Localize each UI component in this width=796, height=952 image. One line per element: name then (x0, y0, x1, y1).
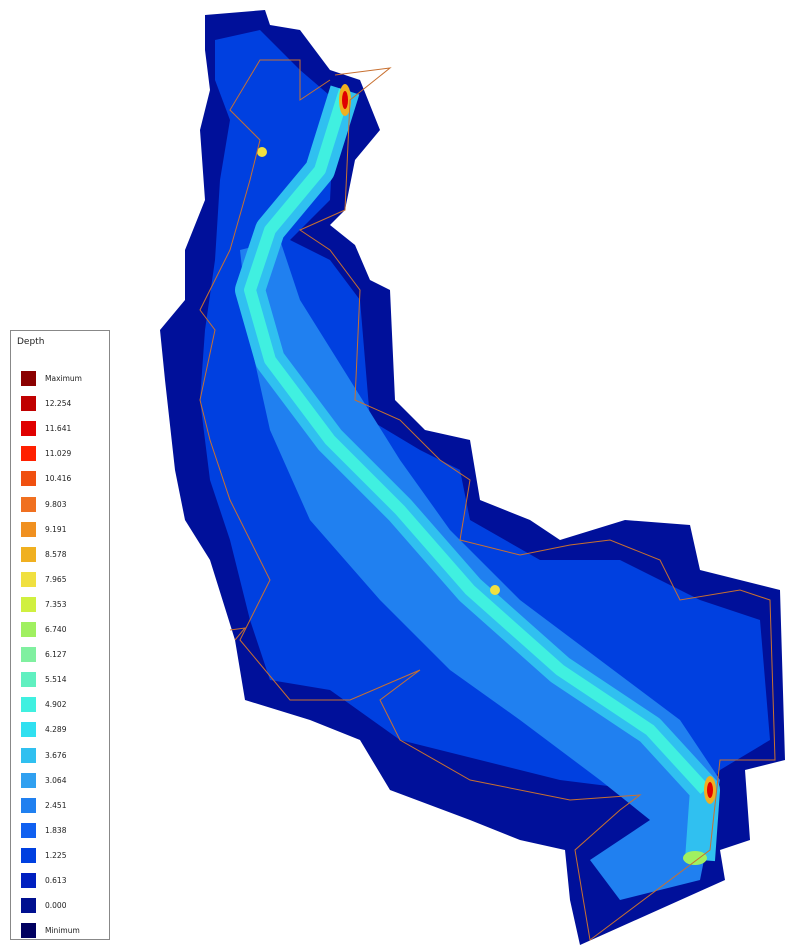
legend-swatch (21, 722, 36, 737)
legend-swatch (21, 823, 36, 838)
legend-label: 11.029 (45, 449, 71, 458)
legend-label: Maximum (45, 374, 82, 383)
legend-swatch (21, 647, 36, 662)
legend-label: 4.289 (45, 725, 66, 734)
legend-swatch (21, 848, 36, 863)
legend-swatch (21, 421, 36, 436)
legend-label: 1.838 (45, 826, 66, 835)
legend-swatch (21, 672, 36, 687)
depth-map (0, 0, 796, 952)
hotspot (257, 147, 267, 157)
legend-swatch (21, 773, 36, 788)
legend-swatch (21, 697, 36, 712)
legend-swatch (21, 371, 36, 386)
legend-swatch (21, 898, 36, 913)
legend-label: 11.641 (45, 424, 71, 433)
legend-swatch (21, 522, 36, 537)
legend-label: 0.000 (45, 901, 66, 910)
legend-title: Depth (17, 337, 44, 347)
legend-label: 6.740 (45, 625, 66, 634)
legend-swatch (21, 547, 36, 562)
legend-swatch (21, 622, 36, 637)
hotspot (683, 851, 707, 865)
legend-label: 9.191 (45, 525, 66, 534)
legend-label: 3.064 (45, 776, 66, 785)
legend-label: 5.514 (45, 675, 66, 684)
hotspot (342, 91, 348, 109)
legend-label: 8.578 (45, 550, 66, 559)
legend-label: 7.965 (45, 575, 66, 584)
legend-label: 1.225 (45, 851, 66, 860)
legend-label: 9.803 (45, 500, 66, 509)
legend: Depth Maximum 12.254 11.641 11.029 10.416 9.8… (10, 330, 110, 940)
legend-swatch (21, 798, 36, 813)
legend-swatch (21, 748, 36, 763)
legend-swatch (21, 873, 36, 888)
hotspot (707, 782, 713, 798)
legend-label: 12.254 (45, 399, 71, 408)
legend-label: 0.613 (45, 876, 66, 885)
legend-label: 3.676 (45, 751, 66, 760)
legend-swatch (21, 471, 36, 486)
legend-label: 2.451 (45, 801, 66, 810)
legend-label: 10.416 (45, 474, 71, 483)
legend-swatch (21, 597, 36, 612)
legend-swatch (21, 572, 36, 587)
legend-swatch (21, 497, 36, 512)
legend-swatch (21, 923, 36, 938)
legend-swatch (21, 446, 36, 461)
legend-label: 4.902 (45, 700, 66, 709)
legend-swatch (21, 396, 36, 411)
legend-label: 6.127 (45, 650, 66, 659)
legend-label: 7.353 (45, 600, 66, 609)
hotspot (490, 585, 500, 595)
legend-label: Minimum (45, 926, 80, 935)
screenshot: Depth Maximum 12.254 11.641 11.029 10.416 9.8… (0, 0, 796, 952)
